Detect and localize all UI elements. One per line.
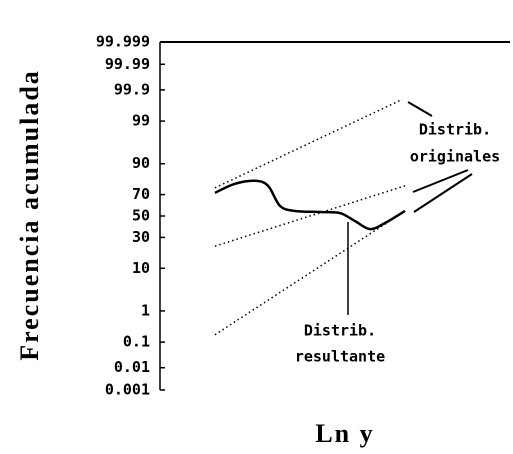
- series-line: [214, 99, 401, 189]
- leader-line: [412, 169, 469, 193]
- y-tick-label: 99.999: [96, 33, 150, 51]
- annotation: resultante: [295, 348, 385, 366]
- x-axis-label: Ln y: [315, 419, 374, 448]
- y-tick-label: 99: [132, 112, 150, 130]
- y-tick-label: 0.01: [114, 358, 150, 376]
- y-tick-label: 99.9: [114, 80, 150, 98]
- y-tick-label: 0.1: [123, 333, 150, 351]
- series-line: [214, 185, 406, 247]
- y-tick-label: 0.001: [105, 381, 150, 399]
- annotation: Distrib.: [304, 322, 376, 340]
- y-axis-label: Frecuencia acumulada: [15, 69, 44, 361]
- y-tick-label: 90: [132, 154, 150, 172]
- annotation: originales: [410, 148, 500, 166]
- series-line: [214, 179, 406, 231]
- leader-lines: [347, 101, 473, 315]
- y-tick-label: 1: [141, 301, 150, 319]
- annotation: Distrib.: [419, 121, 491, 139]
- y-tick-label: 99.99: [105, 55, 150, 73]
- y-tick-label: 30: [132, 228, 150, 246]
- series-line: [214, 210, 406, 336]
- leader-line: [413, 173, 473, 213]
- y-tick-label: 50: [132, 207, 150, 225]
- leader-line: [407, 101, 433, 117]
- y-tick-label: 10: [132, 259, 150, 277]
- y-tick-label: 70: [132, 185, 150, 203]
